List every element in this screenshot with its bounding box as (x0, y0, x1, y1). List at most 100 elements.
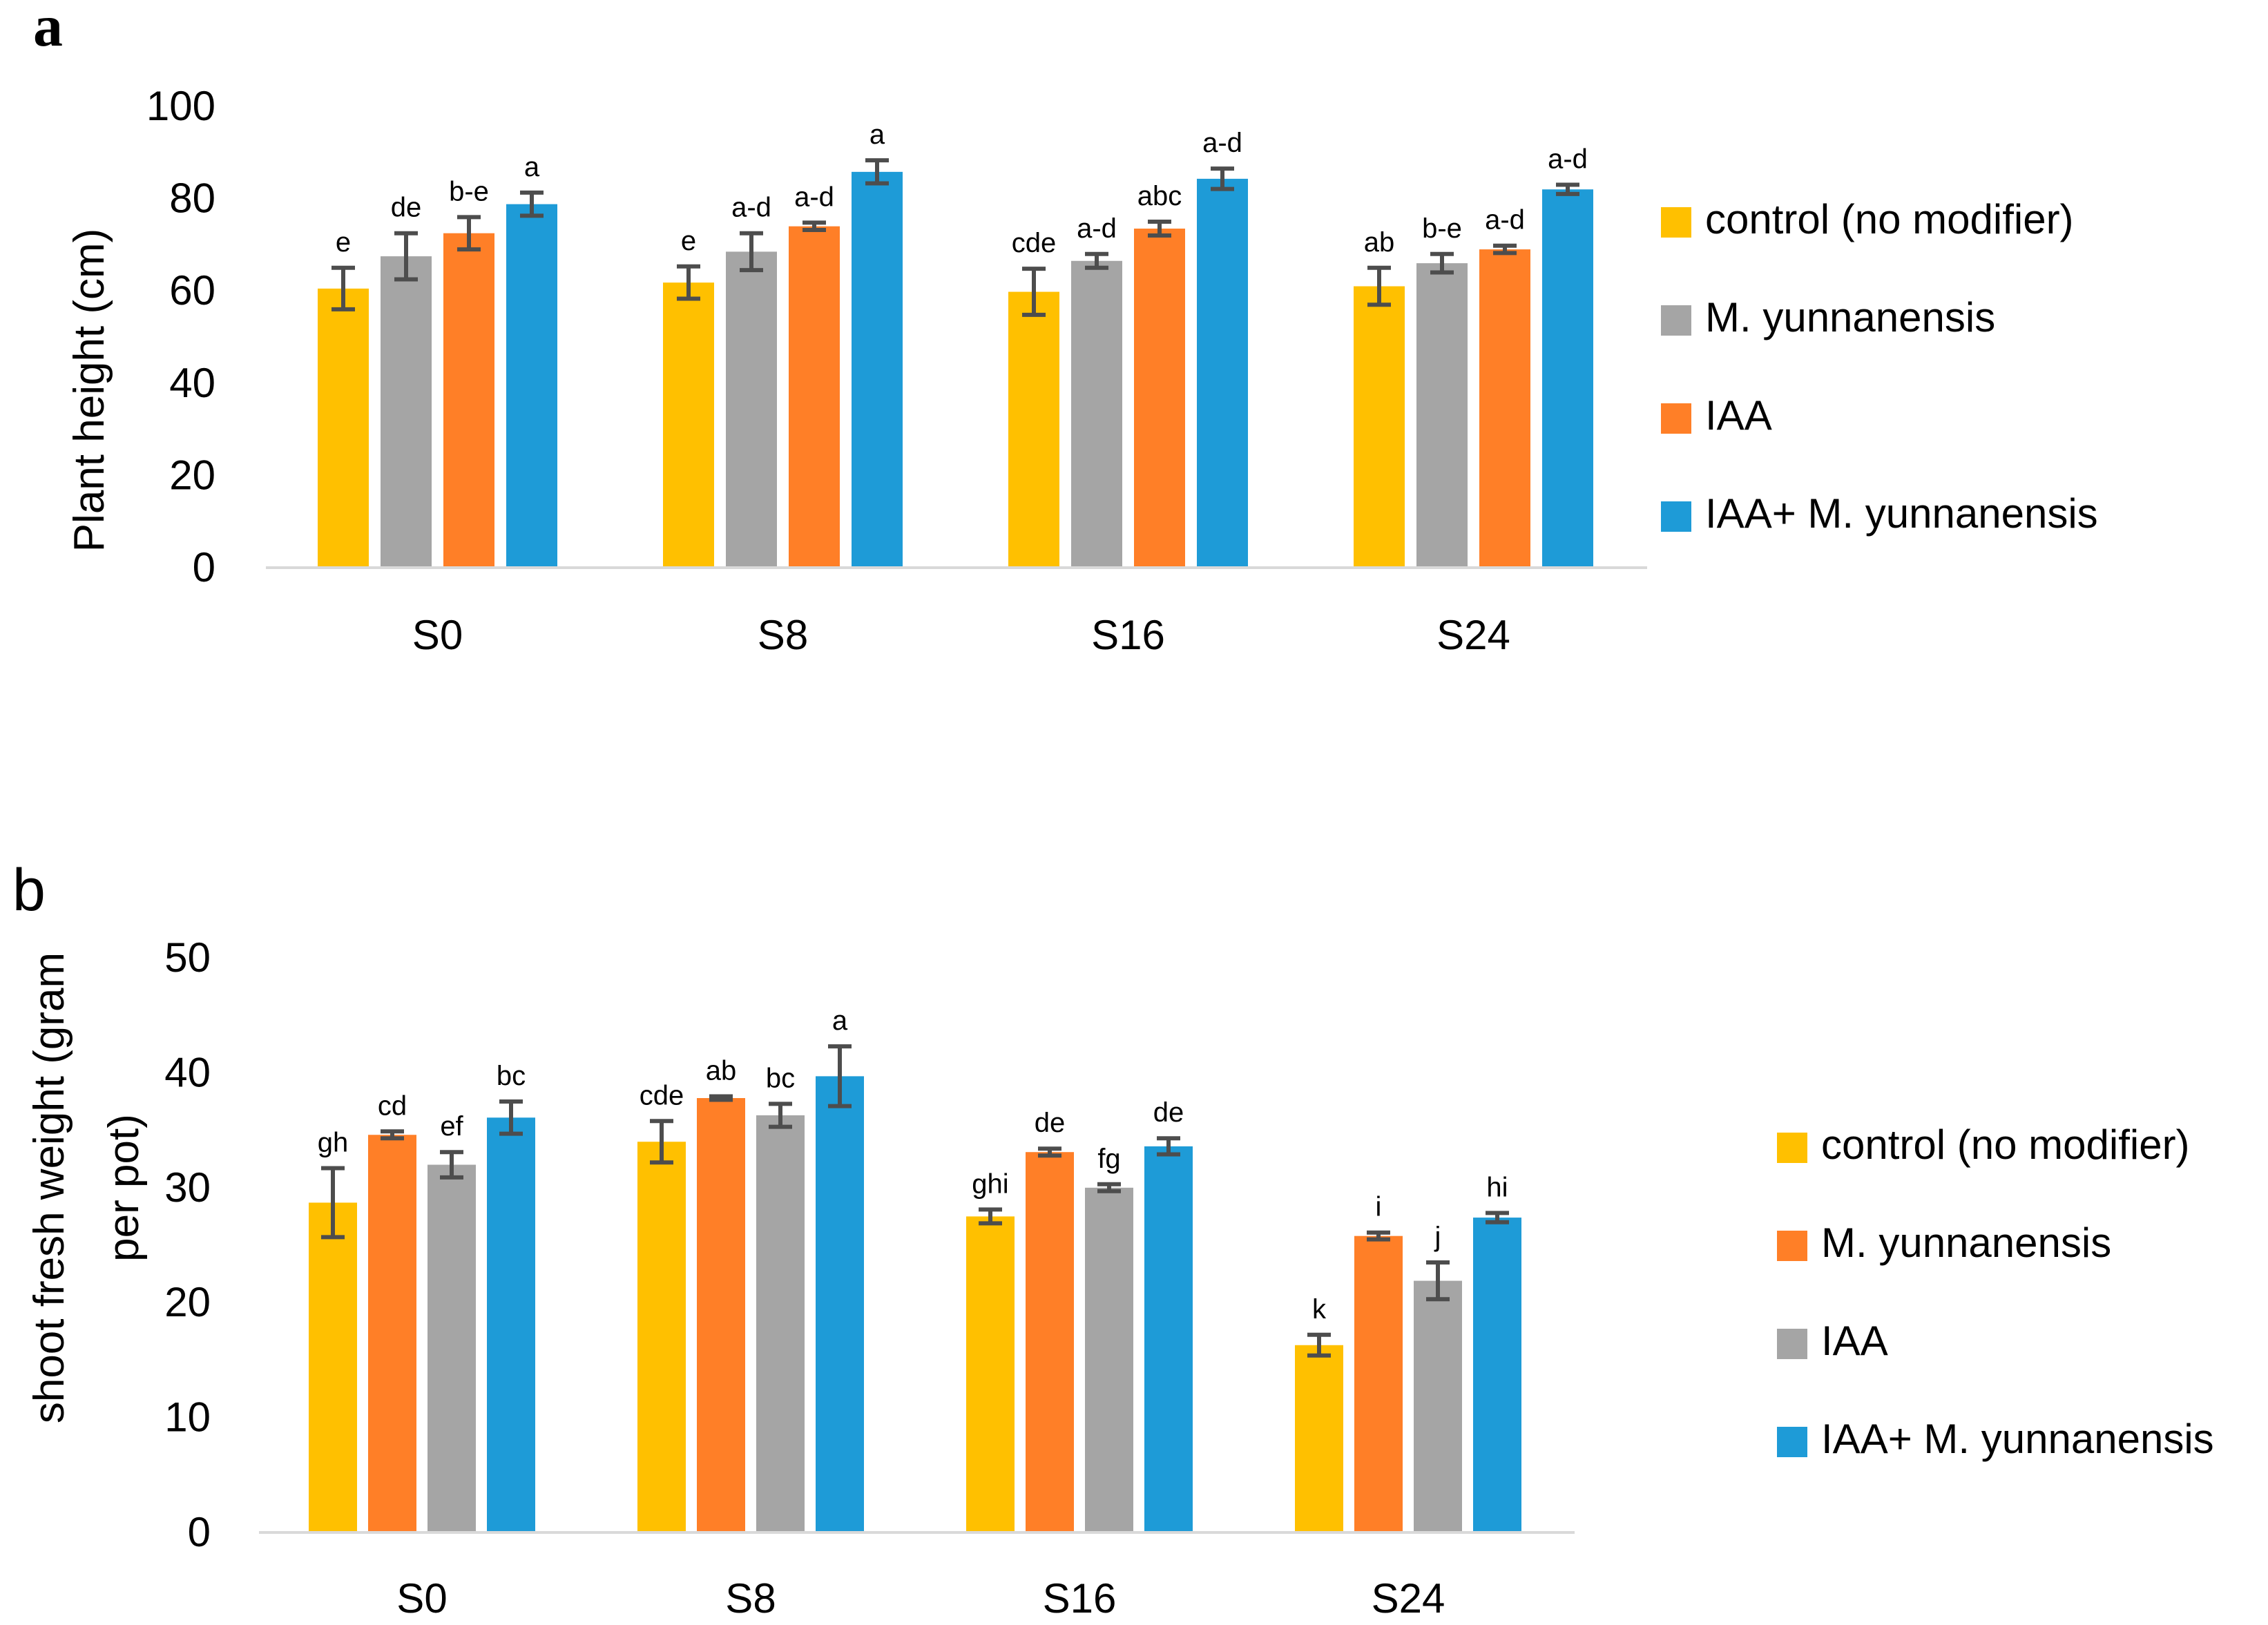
bar (1144, 1146, 1193, 1532)
significance-letter: fg (1097, 1144, 1120, 1174)
panel-b-label: b (12, 857, 46, 923)
y-tick-label: 10 (164, 1394, 211, 1441)
panel-a-bars (318, 171, 1593, 568)
panel-b-ylabel-line-2: per pot) (100, 1114, 148, 1262)
significance-letter: bc (766, 1063, 795, 1093)
significance-letter: a-d (1077, 213, 1117, 244)
significance-letter: a (832, 1006, 848, 1036)
legend-entry: IAA+ M. yunnanensis (1821, 1416, 2214, 1462)
significance-letter: gh (318, 1128, 349, 1158)
panel-a-error-bars (331, 158, 1579, 317)
bar (1479, 249, 1530, 568)
significance-letter: bc (497, 1061, 526, 1091)
significance-letter: b-e (1422, 213, 1462, 244)
legend-entry: control (no modifier) (1821, 1122, 2190, 1168)
legend-swatch (1661, 207, 1691, 238)
significance-letter: e (336, 227, 351, 258)
y-tick-label: 50 (164, 934, 211, 981)
significance-letter: cd (378, 1090, 407, 1121)
significance-letter: a-d (1548, 144, 1588, 175)
bar (852, 171, 903, 568)
bar (427, 1164, 476, 1532)
panel-b-category-labels: S0 S8 S16 S24 (396, 1575, 1445, 1622)
bar (487, 1117, 535, 1532)
y-tick-label: 40 (169, 360, 215, 406)
significance-letter: i (1376, 1192, 1382, 1222)
y-tick-label: 40 (164, 1049, 211, 1095)
significance-letter: cde (1012, 228, 1057, 258)
y-tick-label: 100 (146, 83, 215, 129)
legend-entry: control (no modifier) (1705, 196, 2074, 242)
bar (1473, 1218, 1521, 1532)
bar (1414, 1280, 1462, 1532)
panel-b-bars (309, 1076, 1521, 1532)
legend-entry: M. yunnanensis (1705, 294, 1995, 340)
panel-b: b shoot fresh weight (gram per pot) 0 10 2… (12, 857, 2214, 1622)
significance-letter: a-d (1485, 205, 1525, 235)
category-label: S16 (1091, 612, 1165, 658)
panel-a-label: a (33, 0, 63, 59)
bar (506, 204, 557, 568)
panel-b-y-ticks: 0 10 20 30 40 50 (164, 934, 211, 1555)
bar (1026, 1152, 1074, 1532)
bar (443, 233, 494, 568)
legend-entry: IAA (1821, 1318, 1888, 1364)
bar (1416, 263, 1468, 568)
category-label: S0 (396, 1575, 447, 1622)
bar (966, 1216, 1015, 1532)
bar (1134, 229, 1185, 568)
y-tick-label: 0 (193, 544, 215, 590)
bar (1008, 291, 1059, 568)
legend-swatch (1661, 501, 1691, 532)
significance-letter: ab (1364, 227, 1395, 258)
significance-letter: b-e (449, 176, 489, 206)
category-label: S0 (412, 612, 463, 658)
legend-swatch (1661, 403, 1691, 434)
y-tick-label: 0 (188, 1509, 211, 1555)
category-label: S8 (758, 612, 808, 658)
significance-letter: ab (706, 1056, 737, 1086)
significance-letter: a-d (731, 193, 771, 223)
significance-letter: cde (640, 1080, 684, 1110)
panel-b-error-bars (321, 1044, 1509, 1358)
panel-b-legend: control (no modifier) M. yunnanensis IAA IA… (1777, 1122, 2214, 1462)
legend-entry: IAA (1705, 392, 1772, 439)
significance-letter: j (1434, 1222, 1441, 1252)
bar (816, 1076, 864, 1532)
significance-letter: a (869, 119, 885, 150)
panel-a-legend: control (no modifier) M. yunnanensis IAA IA… (1661, 196, 2098, 537)
bar (368, 1135, 416, 1532)
category-label: S24 (1372, 1575, 1445, 1622)
category-label: S16 (1043, 1575, 1117, 1622)
y-tick-label: 60 (169, 267, 215, 314)
category-label: S8 (725, 1575, 776, 1622)
significance-letter: e (681, 226, 696, 256)
bar (637, 1142, 686, 1532)
bar (789, 226, 840, 568)
significance-letter: de (1153, 1097, 1184, 1128)
bar (381, 256, 432, 568)
panel-a-category-labels: S0 S8 S16 S24 (412, 612, 1510, 658)
panel-a-significance-letters: e de b-e a e a-d a-d a cde a-d abc a-d ab b-e a-d a-d (336, 119, 1588, 258)
significance-letter: hi (1486, 1172, 1508, 1202)
bar (1354, 286, 1405, 568)
category-label: S24 (1436, 612, 1510, 658)
legend-swatch (1661, 305, 1691, 336)
bar (1295, 1345, 1343, 1532)
significance-letter: ghi (972, 1169, 1008, 1199)
bar (663, 282, 714, 568)
significance-letter: a (524, 152, 540, 182)
bar (697, 1098, 745, 1532)
bar (318, 288, 369, 568)
y-tick-label: 30 (164, 1164, 211, 1211)
legend-entry: IAA+ M. yunnanensis (1705, 490, 2098, 537)
significance-letter: a-d (794, 182, 834, 212)
bar (1542, 189, 1593, 568)
bar (1071, 260, 1122, 568)
bar (1354, 1235, 1403, 1532)
significance-letter: ef (440, 1111, 463, 1142)
significance-letter: k (1312, 1294, 1327, 1325)
y-tick-label: 80 (169, 175, 215, 222)
